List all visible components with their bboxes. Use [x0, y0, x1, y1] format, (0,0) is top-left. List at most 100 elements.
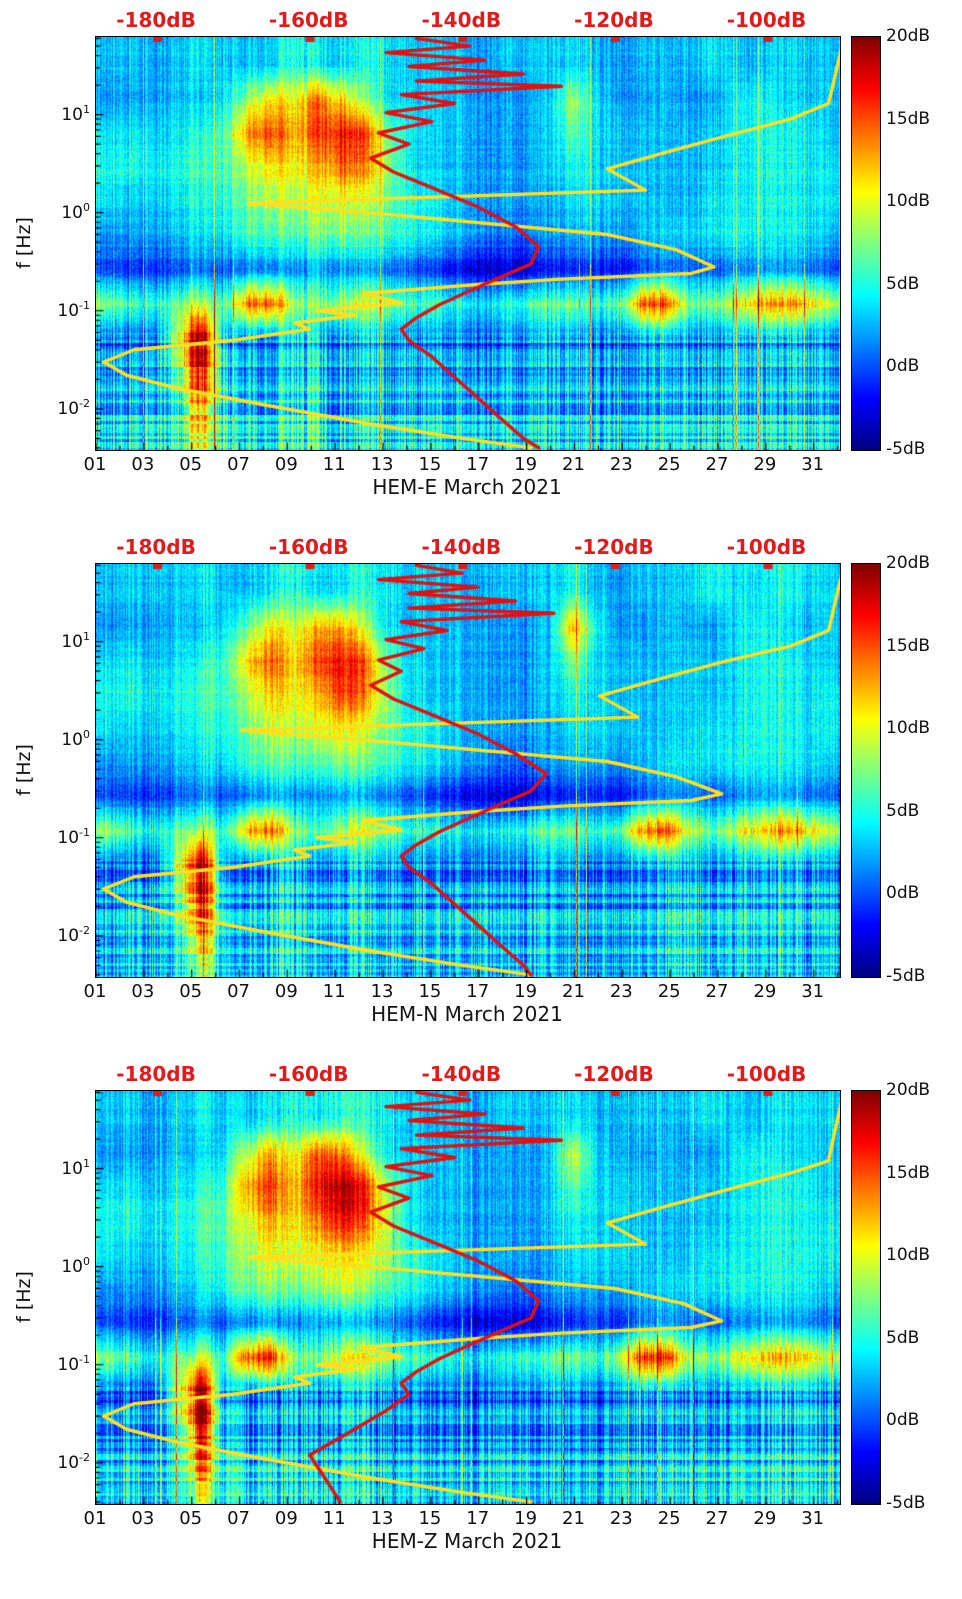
x-tick-label: 05	[179, 1508, 203, 1529]
x-tick-label: 23	[609, 454, 633, 475]
top-db-label: -140dB	[421, 535, 502, 559]
x-tick-label: 31	[801, 981, 825, 1002]
panel-hem-n: f [Hz] HEM-N March 2021 -180dB -160dB -140…	[0, 533, 962, 1060]
colorbar-tick-label: 15dB	[886, 635, 931, 656]
colorbar-tick-label: 5dB	[886, 1327, 920, 1348]
top-db-label: -120dB	[574, 8, 654, 32]
x-tick-label: 27	[705, 981, 729, 1002]
spectrogram-plot-hem-z	[95, 1090, 841, 1505]
x-tick-label: 21	[562, 454, 585, 475]
colorbar-tick-label: 20dB	[886, 26, 931, 46]
y-tick-label: 10-2	[57, 396, 90, 419]
x-tick-label: 17	[466, 981, 490, 1002]
colorbar-tick-label: 20dB	[886, 553, 931, 573]
x-tick-label: 27	[705, 454, 729, 475]
x-tick-label: 05	[179, 981, 203, 1002]
colorbar-tick-label: 10dB	[886, 718, 931, 739]
top-db-label: -120dB	[574, 535, 654, 559]
colorbar	[851, 36, 881, 451]
y-tick-label: 10-1	[57, 825, 90, 848]
x-tick-label: 01	[83, 981, 107, 1002]
top-db-label: -180dB	[116, 1062, 196, 1086]
colorbar-tick-label: 0dB	[886, 883, 920, 904]
x-tick-label: 27	[705, 1508, 729, 1529]
x-tick-label: 25	[657, 981, 681, 1002]
curves-overlay-canvas	[96, 1091, 840, 1504]
colorbar	[851, 563, 881, 978]
y-tick-label: 100	[61, 727, 90, 750]
spectrogram-plot-hem-n	[95, 563, 841, 978]
colorbar-tick-label: 20dB	[886, 1080, 931, 1100]
colorbar-tick-label: 5dB	[886, 800, 920, 821]
x-tick-label: 11	[322, 454, 346, 475]
x-tick-label: 07	[227, 981, 250, 1002]
x-tick-label: 19	[514, 454, 538, 475]
top-db-label: -160dB	[268, 8, 349, 32]
top-db-label: -140dB	[421, 1062, 502, 1086]
colorbar-tick-label: -5dB	[886, 1493, 926, 1513]
colorbar-tick-label: 15dB	[886, 108, 931, 129]
x-tick-label: 07	[227, 1508, 250, 1529]
x-tick-label: 15	[418, 981, 442, 1002]
x-tick-label: 17	[466, 454, 490, 475]
top-db-label: -120dB	[574, 1062, 654, 1086]
y-tick-label: 100	[61, 1254, 90, 1277]
x-tick-label: 25	[657, 454, 681, 475]
colorbar-tick-label: 15dB	[886, 1162, 931, 1183]
y-tick-label: 101	[61, 1156, 90, 1179]
colorbar-tick-label: 0dB	[886, 1410, 920, 1431]
x-tick-label: 11	[322, 981, 346, 1002]
y-tick-label: 10-1	[57, 298, 90, 321]
panel-title: HEM-N March 2021	[371, 1002, 563, 1026]
top-db-label: -100dB	[726, 1062, 807, 1086]
x-tick-label: 01	[83, 454, 107, 475]
top-db-label: -180dB	[116, 8, 196, 32]
x-tick-label: 09	[274, 981, 298, 1002]
x-tick-label: 07	[227, 454, 250, 475]
top-db-label: -160dB	[268, 1062, 349, 1086]
colorbar-tick-label: -5dB	[886, 439, 926, 459]
x-tick-label: 29	[753, 981, 777, 1002]
x-tick-label: 01	[83, 1508, 107, 1529]
y-axis-label: f [Hz]	[13, 1271, 35, 1323]
top-db-label: -100dB	[726, 8, 807, 32]
top-db-label: -100dB	[726, 535, 807, 559]
top-db-label: -180dB	[116, 535, 196, 559]
x-tick-label: 29	[753, 1508, 777, 1529]
curves-overlay-canvas	[96, 564, 840, 977]
panel-hem-e: f [Hz] HEM-E March 2021 -180dB -160dB -140…	[0, 6, 962, 533]
x-tick-label: 23	[609, 1508, 633, 1529]
x-tick-label: 25	[657, 1508, 681, 1529]
y-tick-label: 10-2	[57, 1450, 90, 1473]
x-tick-label: 13	[370, 1508, 394, 1529]
x-tick-label: 05	[179, 454, 203, 475]
top-db-label: -160dB	[268, 535, 349, 559]
colorbar	[851, 1090, 881, 1505]
y-axis-label: f [Hz]	[13, 744, 35, 796]
x-tick-label: 29	[753, 454, 777, 475]
panel-hem-z: f [Hz] HEM-Z March 2021 -180dB -160dB -140…	[0, 1060, 962, 1587]
x-tick-label: 09	[274, 1508, 298, 1529]
top-db-label: -140dB	[421, 8, 502, 32]
colorbar-tick-label: -5dB	[886, 966, 926, 986]
colorbar-tick-label: 0dB	[886, 356, 920, 377]
x-tick-label: 03	[131, 454, 155, 475]
x-tick-label: 15	[418, 454, 442, 475]
x-tick-label: 19	[514, 981, 538, 1002]
spectrogram-plot-hem-e	[95, 36, 841, 451]
x-tick-label: 31	[801, 1508, 825, 1529]
colorbar-tick-label: 5dB	[886, 273, 920, 294]
y-tick-label: 100	[61, 200, 90, 223]
x-tick-label: 09	[274, 454, 298, 475]
x-tick-label: 03	[131, 1508, 155, 1529]
panel-title: HEM-Z March 2021	[371, 1529, 563, 1553]
x-tick-label: 15	[418, 1508, 442, 1529]
x-tick-label: 21	[562, 981, 585, 1002]
x-tick-label: 31	[801, 454, 825, 475]
colorbar-tick-label: 10dB	[886, 1245, 931, 1266]
curves-overlay-canvas	[96, 37, 840, 450]
x-tick-label: 19	[514, 1508, 538, 1529]
x-tick-label: 21	[562, 1508, 585, 1529]
y-tick-label: 10-1	[57, 1352, 90, 1375]
